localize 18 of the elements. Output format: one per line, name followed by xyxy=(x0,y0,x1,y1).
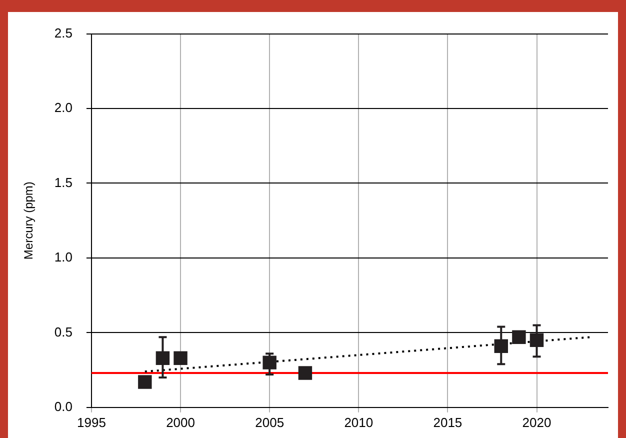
point xyxy=(138,375,152,389)
y-tick-label: 1.0 xyxy=(54,250,72,265)
point xyxy=(174,351,188,365)
x-tick-label: 2010 xyxy=(344,414,374,430)
point xyxy=(298,366,312,380)
y-tick-label: 2.5 xyxy=(54,25,72,40)
y-tick-label: 0.0 xyxy=(54,398,72,414)
y-tick-label: 1.5 xyxy=(54,174,72,190)
x-tick-label: 2000 xyxy=(166,414,195,430)
x-tick-label: 2005 xyxy=(255,414,284,430)
point xyxy=(512,330,526,344)
x-tick-label: 2020 xyxy=(522,414,552,430)
y-tick-label: 0.5 xyxy=(54,324,72,340)
x-tick-label: 1995 xyxy=(77,414,106,430)
x-tick-label: 2015 xyxy=(433,414,462,430)
point xyxy=(262,356,276,370)
y-axis-title: Mercury (ppm) xyxy=(22,182,36,260)
y-tick-label: 2.0 xyxy=(54,100,72,116)
